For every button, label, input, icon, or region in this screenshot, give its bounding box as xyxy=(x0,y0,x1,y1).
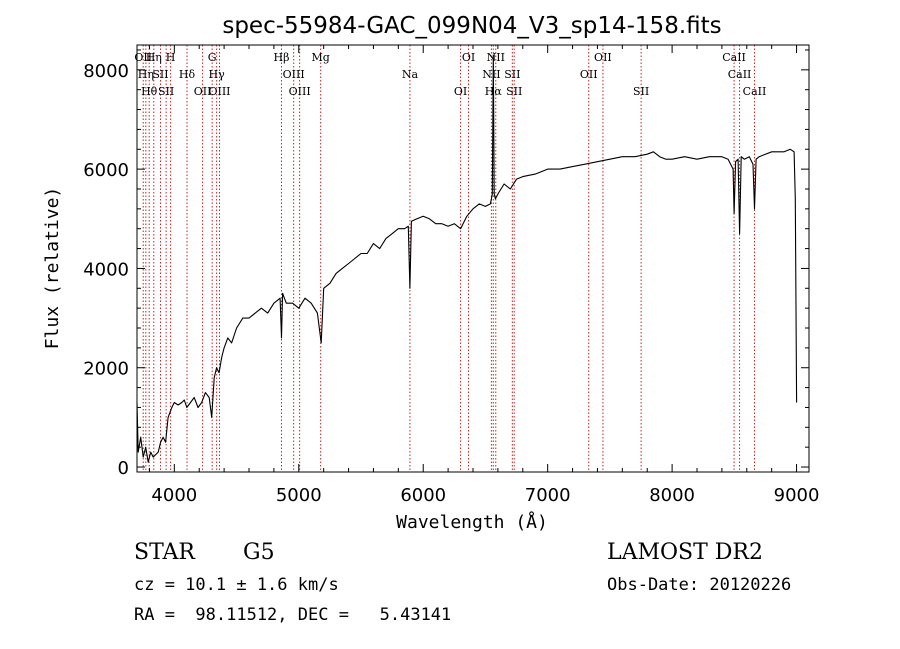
line-label: OII xyxy=(194,85,212,98)
line-label: CaII xyxy=(722,51,746,64)
line-label: Hη xyxy=(146,51,162,64)
x-axis-label: Wavelength (Å) xyxy=(396,511,548,533)
line-label: CaII xyxy=(743,85,767,98)
line-label: OIII xyxy=(208,85,230,98)
line-label: OI xyxy=(454,85,467,98)
line-label: H xyxy=(166,51,176,64)
line-label: CaII xyxy=(728,68,752,81)
line-label: OIII xyxy=(289,85,311,98)
y-tick-label: 8000 xyxy=(83,61,129,82)
line-label: OII xyxy=(594,51,612,64)
line-label: OII xyxy=(134,51,152,64)
y-tick-label: 0 xyxy=(118,458,129,479)
line-label: SII xyxy=(152,68,168,81)
y-tick-label: 4000 xyxy=(83,259,129,280)
line-label: NII xyxy=(487,51,505,64)
y-tick-label: 2000 xyxy=(83,359,129,380)
line-label: Na xyxy=(402,68,419,81)
line-label: OI xyxy=(462,51,475,64)
obs-date: Obs-Date: 20120226 xyxy=(607,575,791,595)
line-label: SII xyxy=(158,85,174,98)
line-label: G xyxy=(208,51,217,64)
x-tick-label: 7000 xyxy=(525,485,571,506)
line-label: SII xyxy=(633,85,649,98)
y-tick-label: 6000 xyxy=(83,160,129,181)
line-marker-group xyxy=(142,45,755,472)
x-tick-label: 8000 xyxy=(649,485,695,506)
x-tick-label: 5000 xyxy=(276,485,322,506)
x-tick-label: 9000 xyxy=(774,485,820,506)
chart-title: spec-55984-GAC_099N04_V3_sp14-158.fits xyxy=(222,13,721,39)
x-axis: 4000 5000 6000 7000 8000 9000 xyxy=(148,45,820,506)
line-label: Hδ xyxy=(179,68,196,81)
y-axis-label: Flux (relative) xyxy=(42,187,63,350)
line-label: SII xyxy=(504,68,520,81)
line-label: NII xyxy=(482,68,500,81)
coordinates: RA = 98.11512, DEC = 5.43141 xyxy=(134,605,451,625)
x-tick-label: 4000 xyxy=(151,485,197,506)
line-label-group: OIIHηHθHηSIISIIHHδOIIGHγOIIIHβOIIIOIIIMg… xyxy=(134,51,766,98)
survey-name: LAMOST DR2 xyxy=(607,540,763,565)
line-label: Hγ xyxy=(209,68,226,81)
line-label: Hθ xyxy=(141,85,158,98)
plot-frame xyxy=(136,44,810,473)
x-tick-label: 6000 xyxy=(400,485,446,506)
line-label: SII xyxy=(506,85,522,98)
spectral-subclass: G5 xyxy=(243,540,275,565)
line-label: Hβ xyxy=(274,51,290,64)
redshift-readout: cz = 10.1 ± 1.6 km/s xyxy=(134,575,339,595)
line-label: OIII xyxy=(283,68,305,81)
spectrum-line xyxy=(136,54,798,463)
object-class: STAR xyxy=(134,540,196,565)
line-label: Mg xyxy=(312,51,330,64)
line-label: Hη xyxy=(138,68,154,81)
y-axis: 0 2000 4000 6000 8000 xyxy=(83,49,809,479)
line-label: OII xyxy=(580,68,598,81)
